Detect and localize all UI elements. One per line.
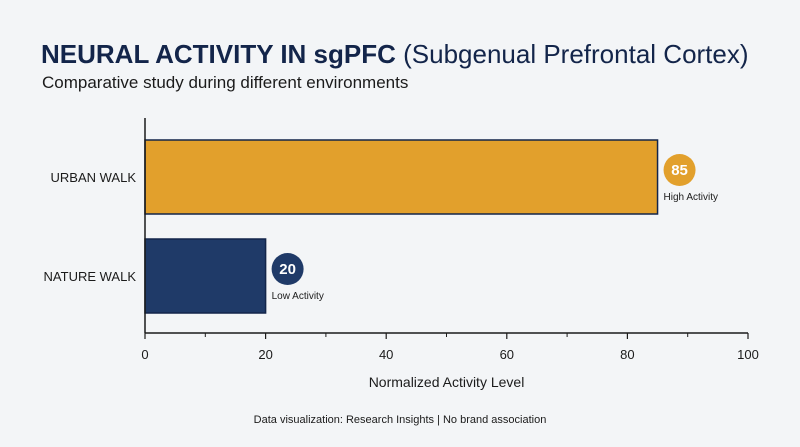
footer-note: Data visualization: Research Insights | … [253,414,547,426]
chart-subtitle: Comparative study during different envir… [42,73,409,92]
bar-urban-walk [144,139,659,215]
annotation-nature-walk: Low Activity [272,291,324,302]
data-label-badge-urban-walk [663,154,696,186]
x-axis-label: Normalized Activity Level [369,374,525,390]
x-tick-label-40: 40 [379,347,393,362]
x-tick-label-80: 80 [620,347,634,362]
category-label-nature-walk: NATURE WALK [44,269,137,284]
data-label-urban-walk: 85 [671,162,688,179]
bar-nature-walk [144,238,267,314]
annotation-urban-walk: High Activity [664,192,718,203]
x-tick-label-60: 60 [500,347,514,362]
chart-title-sub: (Subgenual Prefrontal Cortex) [403,39,749,69]
x-tick-label-100: 100 [737,347,759,362]
chart-title-main: NEURAL ACTIVITY IN sgPFC [41,39,396,69]
x-tick-label-0: 0 [141,347,148,362]
chart-title: NEURAL ACTIVITY IN sgPFC (Subgenual Pref… [41,38,749,70]
category-label-urban-walk: URBAN WALK [51,170,137,185]
x-tick-label-20: 20 [258,347,272,362]
data-label-badge-nature-walk [271,253,304,285]
data-label-nature-walk: 20 [279,261,296,278]
